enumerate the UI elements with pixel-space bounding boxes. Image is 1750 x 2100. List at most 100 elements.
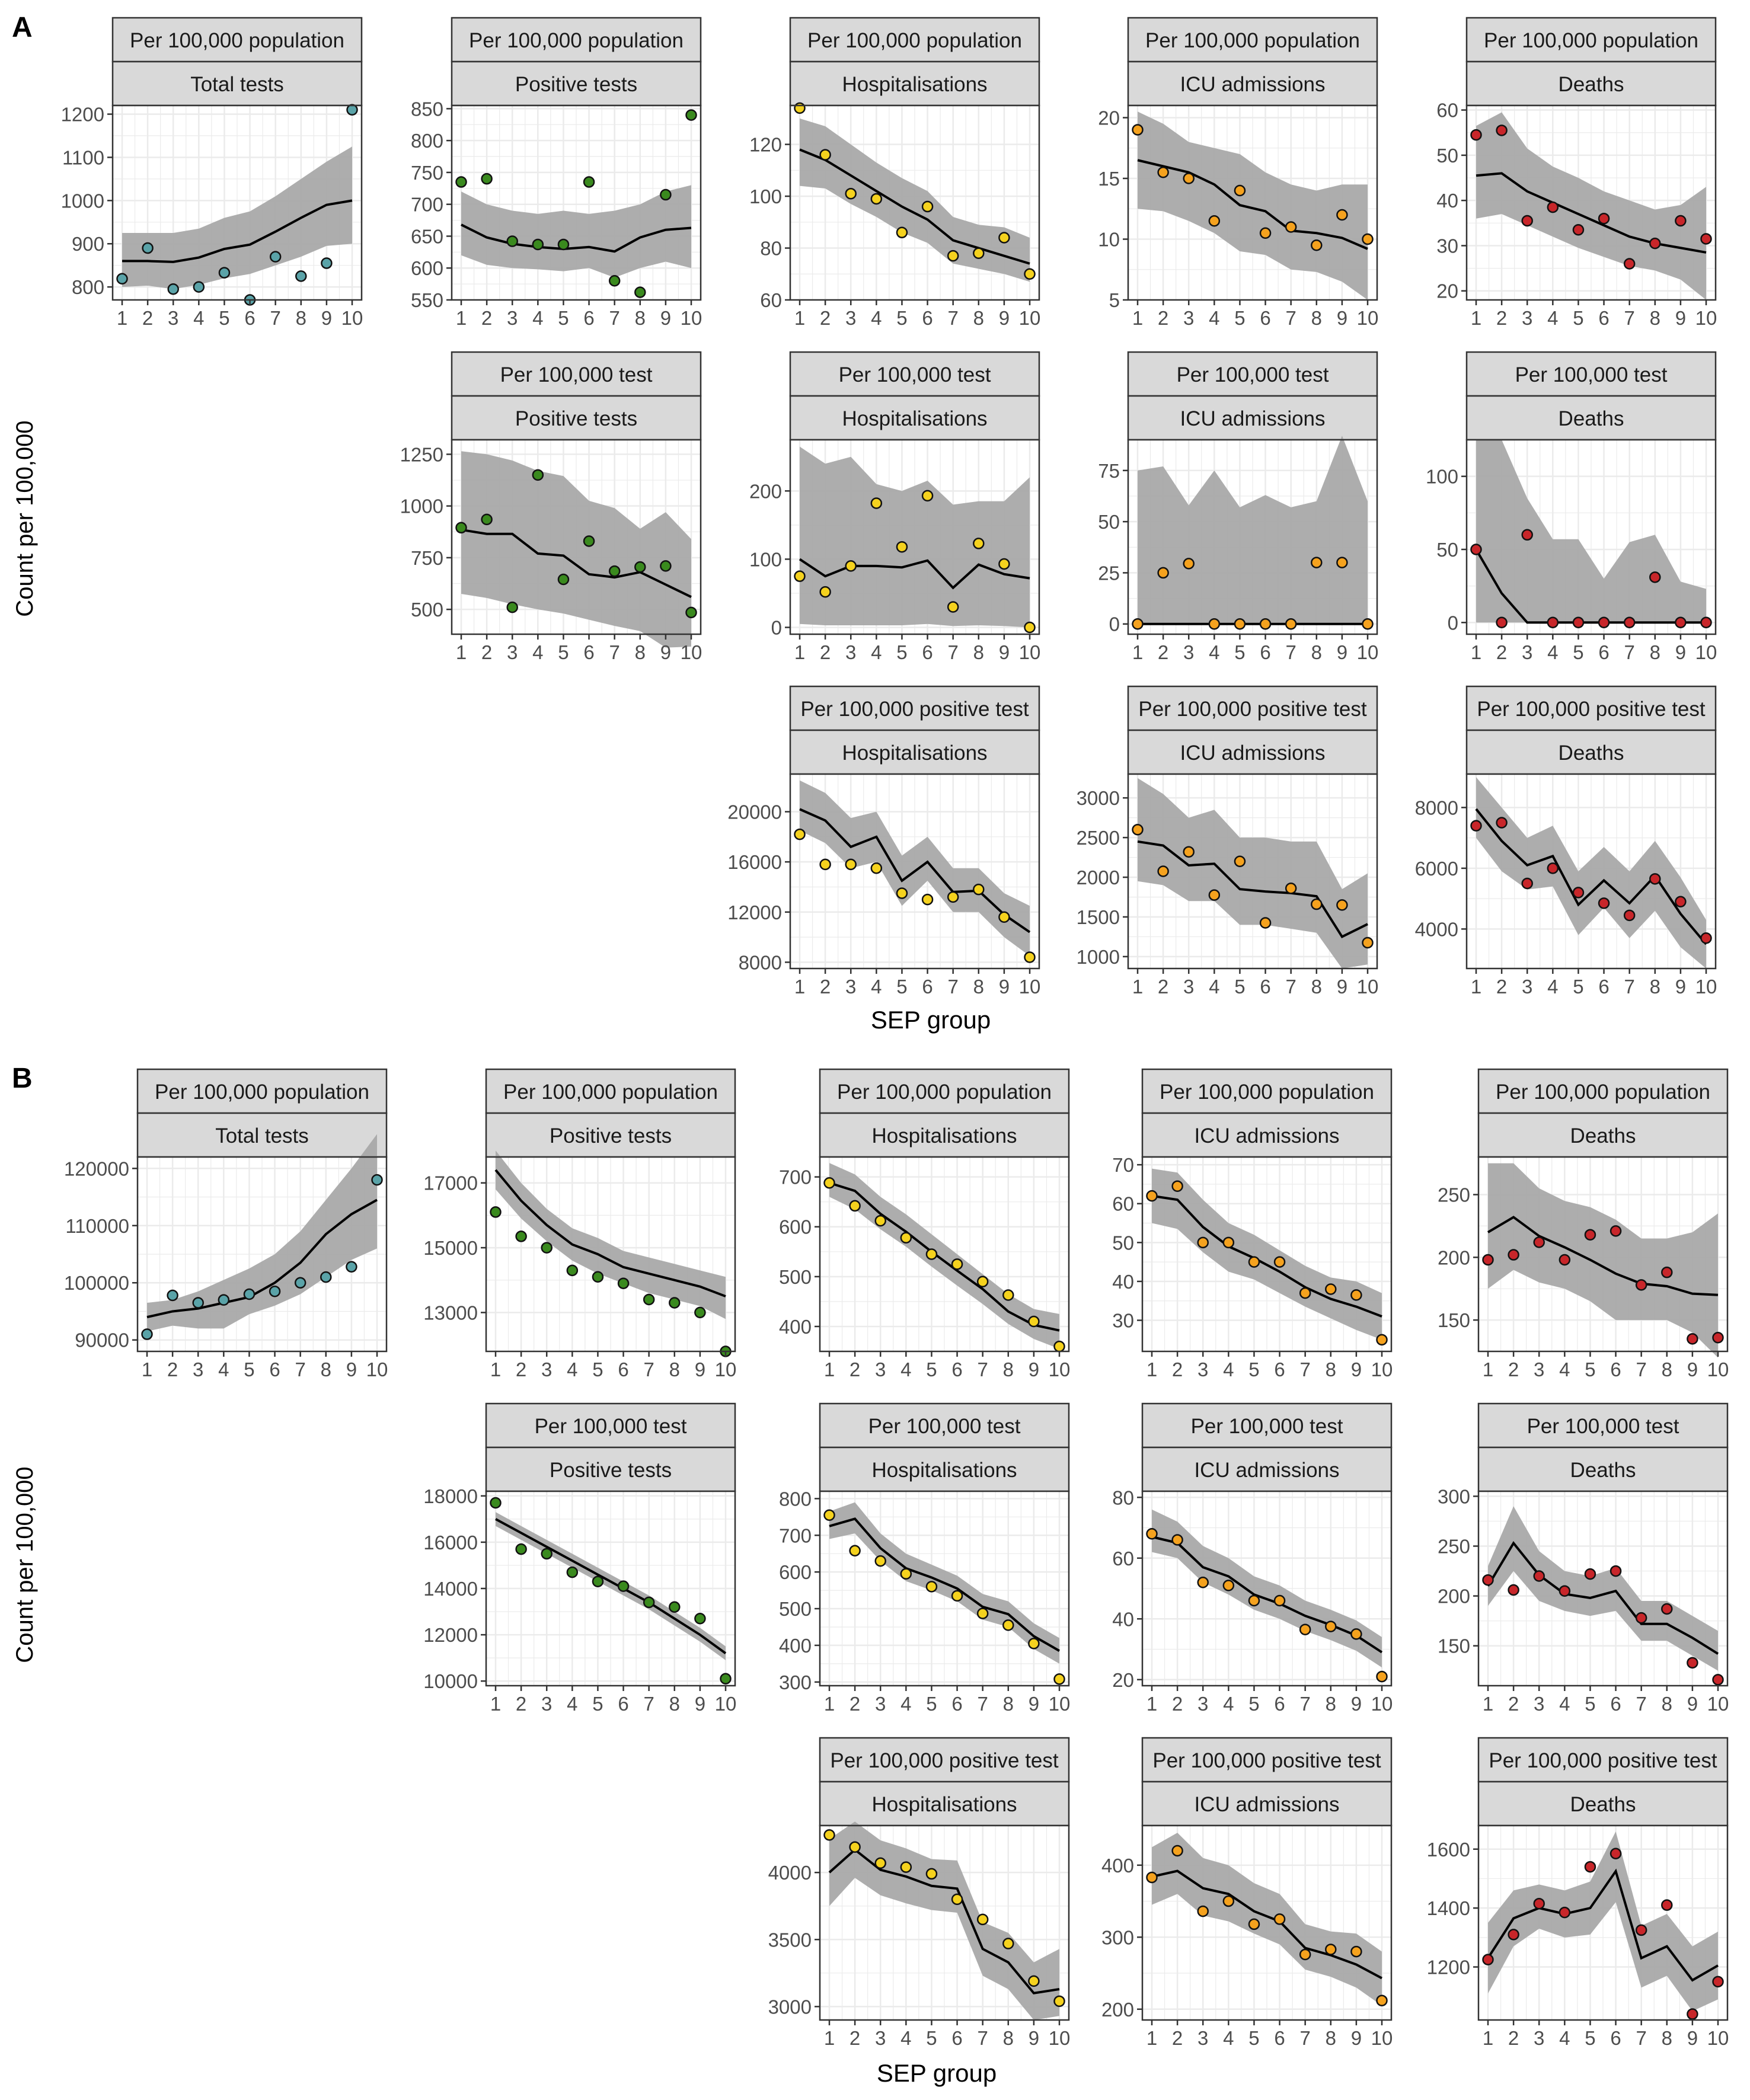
x-tick-label: 5 xyxy=(1585,2027,1595,2049)
plot-border xyxy=(451,104,702,301)
facet-strip: Per 100,000 population ICU admissions xyxy=(1127,17,1378,107)
strip-top xyxy=(111,17,363,63)
data-point xyxy=(1273,1913,1286,1925)
data-point xyxy=(1024,268,1036,280)
x-tick-label: 6 xyxy=(1274,1693,1285,1715)
x-tick-label: 2 xyxy=(850,2027,860,2049)
y-axis-title-a: Count per 100,000 xyxy=(12,420,38,616)
x-tick-label: 5 xyxy=(896,976,907,998)
y-tick-label: 400 xyxy=(779,1316,812,1338)
data-point xyxy=(1584,1568,1596,1580)
facet-strip: Per 100,000 test Positive tests xyxy=(485,1402,736,1492)
y-tick-label: 20 xyxy=(1112,1669,1134,1691)
data-point xyxy=(141,1328,153,1340)
x-tick-label: 3 xyxy=(1197,1359,1208,1380)
data-point xyxy=(900,1861,912,1873)
facet-b-11: Per 100,000 positive test Deaths 1200 1400 1… xyxy=(1427,1737,1729,2049)
x-tick-label: 2 xyxy=(1158,307,1168,329)
y-tick-label: 12000 xyxy=(423,1624,478,1646)
y-tick-label: 0 xyxy=(1448,612,1458,634)
strip-top-label: Per 100,000 population xyxy=(503,1081,718,1104)
data-point xyxy=(592,1575,604,1588)
y-tick-label: 100 xyxy=(749,548,782,570)
y-tick-label: 16000 xyxy=(423,1532,478,1554)
y-tick-label: 800 xyxy=(72,276,104,298)
y-axis-title-b: Count per 100,000 xyxy=(12,1466,38,1663)
facet-b-0: Per 100,000 population Total tests 90000 10… xyxy=(64,1068,388,1380)
data-point xyxy=(116,273,128,285)
x-tick-label: 4 xyxy=(532,307,543,329)
data-point xyxy=(1675,896,1687,907)
y-tick-label: 30 xyxy=(1436,235,1458,257)
data-point xyxy=(1285,618,1297,630)
strip-top-label: Per 100,000 test xyxy=(1527,1415,1679,1438)
facet-b-2: Per 100,000 population Hospitalisations 40… xyxy=(779,1068,1070,1380)
data-point xyxy=(1623,258,1636,270)
data-point xyxy=(557,573,570,586)
x-tick-label: 1 xyxy=(794,307,805,329)
x-tick-label: 6 xyxy=(618,1693,628,1715)
x-tick-label: 2 xyxy=(1172,1693,1183,1715)
y-tick-label: 60 xyxy=(760,289,782,311)
facet-b-9: Per 100,000 positive test Hospitalisation… xyxy=(768,1737,1070,2049)
x-tick-label: 9 xyxy=(1687,1359,1698,1380)
data-point xyxy=(1146,1871,1158,1884)
data-point xyxy=(819,149,831,161)
data-point xyxy=(1024,621,1036,634)
data-point xyxy=(1508,1249,1519,1261)
plot-border xyxy=(1477,1824,1729,2021)
data-point xyxy=(566,1264,579,1277)
data-point xyxy=(506,601,518,613)
data-point xyxy=(896,887,908,899)
x-tick-label: 7 xyxy=(609,307,619,329)
x-tick-label: 2 xyxy=(1496,976,1507,998)
x-tick-label: 8 xyxy=(669,1693,680,1715)
x-tick-label: 5 xyxy=(1248,1359,1259,1380)
x-tick-label: 2 xyxy=(1496,307,1507,329)
data-point xyxy=(1311,898,1323,910)
strip-bottom-label: Deaths xyxy=(1570,1793,1636,1816)
x-tick-label: 6 xyxy=(583,641,594,663)
data-point xyxy=(951,1893,963,1906)
strip-top xyxy=(1141,1068,1393,1114)
strip-top-label: Per 100,000 test xyxy=(500,363,653,386)
data-point xyxy=(1482,1254,1494,1266)
strip-top xyxy=(819,1737,1070,1783)
strip-bottom xyxy=(1127,60,1378,107)
y-tick-label: 20 xyxy=(1436,280,1458,302)
y-tick-label: 8000 xyxy=(1415,797,1458,819)
x-tick-label: 10 xyxy=(681,307,702,329)
x-tick-label: 9 xyxy=(1675,307,1686,329)
strip-bottom xyxy=(111,60,363,107)
data-point xyxy=(321,257,333,269)
y-tick-label: 40 xyxy=(1112,1608,1134,1630)
x-tick-label: 2 xyxy=(1508,1359,1519,1380)
x-tick-label: 10 xyxy=(1357,641,1379,663)
facet-strip: Per 100,000 test Positive tests xyxy=(451,351,702,441)
data-point xyxy=(1610,1848,1622,1859)
data-point xyxy=(1183,558,1195,570)
strip-bottom xyxy=(1127,395,1378,441)
plot-border xyxy=(819,1824,1070,2021)
strip-top-label: Per 100,000 population xyxy=(837,1081,1052,1104)
plot-border xyxy=(1127,773,1378,970)
x-tick-label: 2 xyxy=(1158,976,1168,998)
data-point xyxy=(694,1613,706,1625)
data-point xyxy=(1132,618,1144,630)
x-tick-label: 2 xyxy=(167,1359,178,1380)
x-tick-label: 7 xyxy=(1299,1359,1310,1380)
data-point xyxy=(1222,1895,1235,1907)
x-tick-label: 9 xyxy=(999,641,1010,663)
y-tick-label: 3000 xyxy=(768,1996,812,2018)
data-point xyxy=(1234,618,1246,630)
x-tick-label: 7 xyxy=(1299,2027,1310,2049)
model-line xyxy=(1475,548,1706,624)
x-tick-label: 3 xyxy=(875,1359,886,1380)
x-tick-label: 8 xyxy=(1311,307,1322,329)
data-point xyxy=(481,513,493,526)
y-tick-label: 700 xyxy=(779,1524,812,1546)
data-point xyxy=(1470,820,1482,832)
facet-strip: Per 100,000 test Hospitalisations xyxy=(789,351,1040,441)
facet-strip: Per 100,000 population Positive tests xyxy=(485,1068,736,1158)
